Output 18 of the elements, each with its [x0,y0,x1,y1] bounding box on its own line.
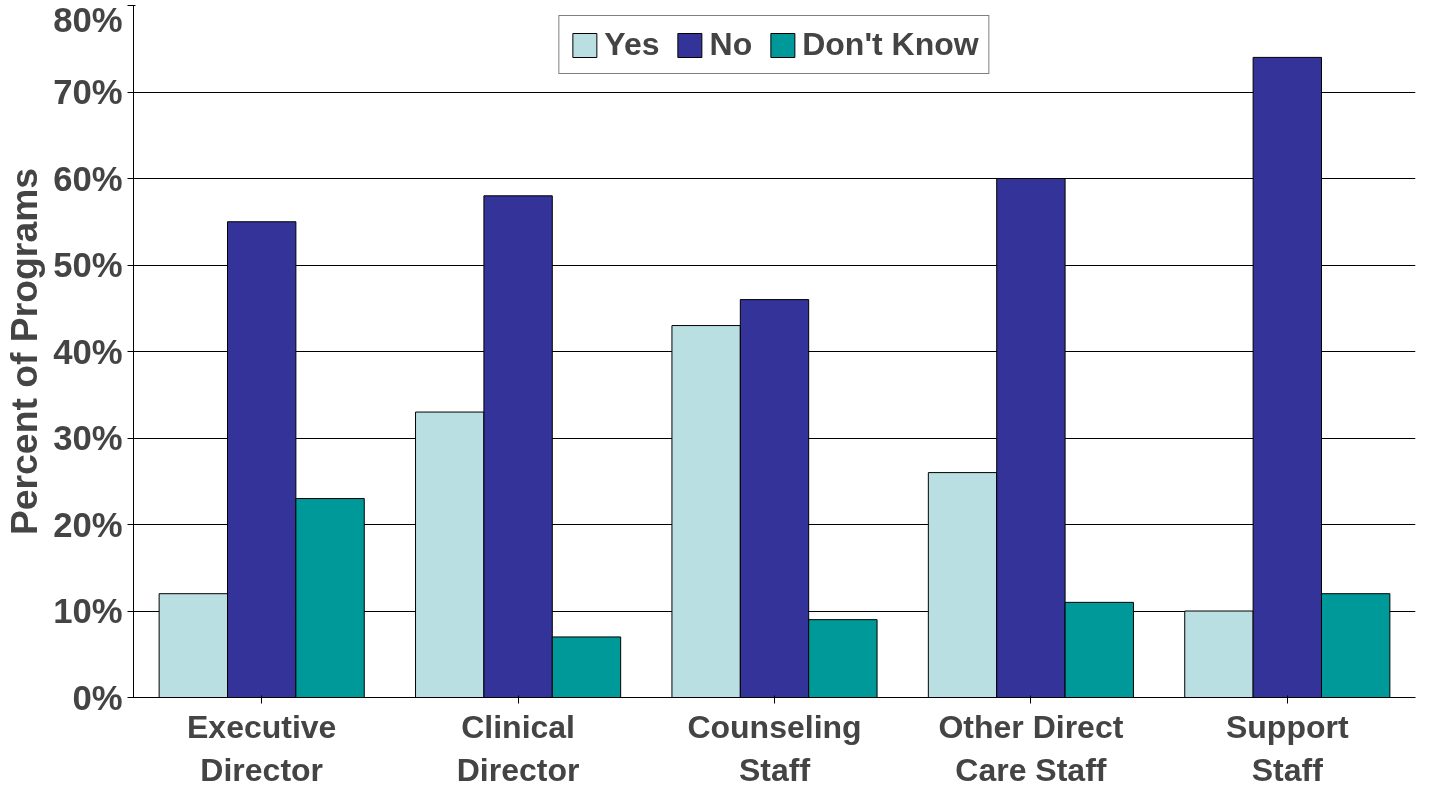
y-tick-label: 40% [53,332,123,371]
legend-label: Don't Know [802,26,979,63]
y-tick-label: 80% [53,0,123,39]
y-tick-label: 70% [53,73,123,111]
x-tick-label: Executive Director [186,708,337,788]
y-tick-label: 20% [53,505,123,544]
x-tick-label: Support Staff [1225,708,1349,788]
x-tick-label: Counseling Staff [687,708,862,788]
y-tick-label: 30% [53,419,123,457]
y-axis-title: Percent of Programs [3,167,46,536]
y-tick-label: 60% [53,159,123,198]
x-tick-label: Other Direct Care Staff [938,708,1124,788]
y-tick-label: 10% [53,592,123,630]
legend-label: No [709,26,753,63]
legend-label: Yes [604,26,660,63]
y-tick-label: 50% [53,246,123,284]
x-tick-label: Clinical Director [456,708,580,788]
y-tick-label: 0% [72,678,123,717]
